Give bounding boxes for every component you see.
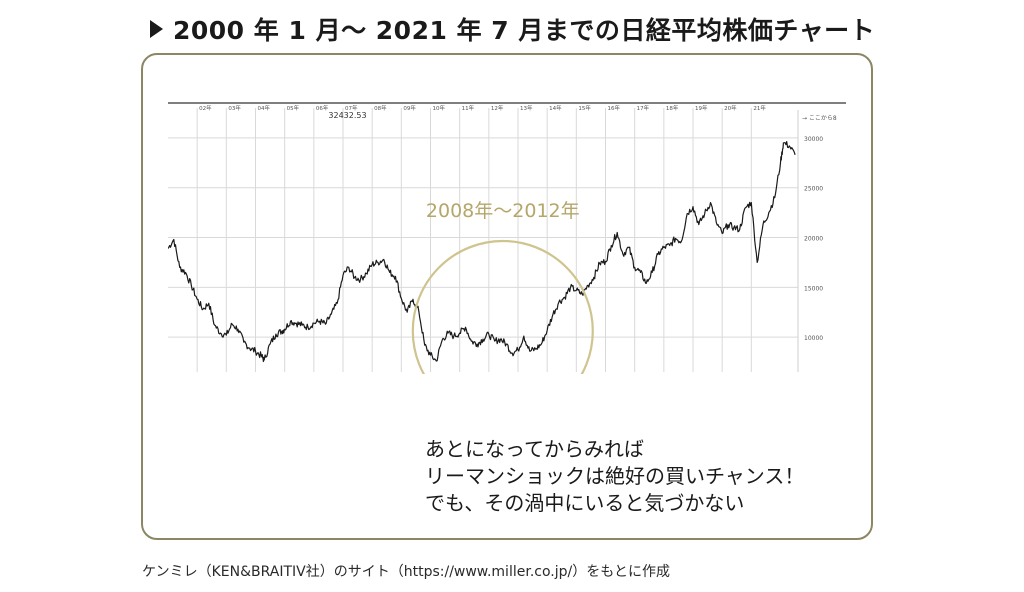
- highlight-label: 2008年～2012年: [426, 200, 580, 222]
- x-tick-label: 06年: [316, 104, 329, 112]
- x-tick-label: 05年: [287, 104, 300, 112]
- highlight-circle: [411, 239, 594, 423]
- chart-heading: 2000 年 1 月～ 2021 年 7 月までの日経平均株価チャート: [150, 12, 875, 46]
- y-tick-label: 15000: [804, 285, 823, 292]
- callout-line-3: でも、その渦中にいると気づかない: [425, 491, 745, 515]
- x-tick-label: 18年: [666, 104, 679, 112]
- x-tick-label: 11年: [462, 104, 475, 112]
- x-tick-label: 19年: [695, 104, 708, 112]
- x-tick-label: 02年: [199, 104, 212, 112]
- stock-chart: 10000 15000 20000 25000 30000 02年 03年 04年 05年 06年…: [167, 102, 846, 423]
- triangle-bullet-icon: [150, 20, 163, 38]
- x-tick-label: 17年: [637, 104, 650, 112]
- y-tick-label: 20000: [804, 236, 823, 243]
- x-tick-label: 08年: [374, 104, 387, 112]
- heading-text: 2000 年 1 月～ 2021 年 7 月までの日経平均株価チャート: [173, 16, 876, 45]
- source-caption: ケンミレ（KEN&BRAITIV社）のサイト（https://www.mille…: [142, 564, 670, 580]
- x-tick-label: 14年: [549, 104, 562, 112]
- x-tick-label: 15年: [578, 104, 591, 112]
- callout-line-1: あとになってからみれば: [425, 437, 644, 461]
- chart-svg: 10000 15000 20000 25000 30000 02年 03年 04年 05年 06年…: [167, 102, 846, 423]
- x-tick-label: 09年: [403, 104, 416, 112]
- price-series-line: [167, 140, 796, 363]
- peak-value-label: 32432.53: [328, 111, 366, 120]
- x-tick-label: 12年: [491, 104, 504, 112]
- y-tick-label: 10000: [804, 335, 823, 342]
- y-tick-label: 30000: [804, 136, 823, 143]
- x-tick-label: 04年: [258, 104, 271, 112]
- x-tick-label: 16年: [608, 104, 621, 112]
- callout-line-2: リーマンショックは絶好の買いチャンス！: [425, 464, 805, 488]
- y-tick-label: 25000: [804, 186, 823, 193]
- x-tick-label: 03年: [228, 104, 241, 112]
- x-tick-label: 20年: [724, 104, 737, 112]
- edge-label: → ここから8: [802, 115, 837, 122]
- callout-text: あとになってからみれば リーマンショックは絶好の買いチャンス！ でも、その渦中に…: [425, 436, 804, 517]
- x-tick-label: 13年: [520, 104, 533, 112]
- x-tick-label: 10年: [433, 104, 446, 112]
- x-tick-label: 21年: [753, 104, 766, 112]
- x-tick-label: 07年: [345, 104, 358, 112]
